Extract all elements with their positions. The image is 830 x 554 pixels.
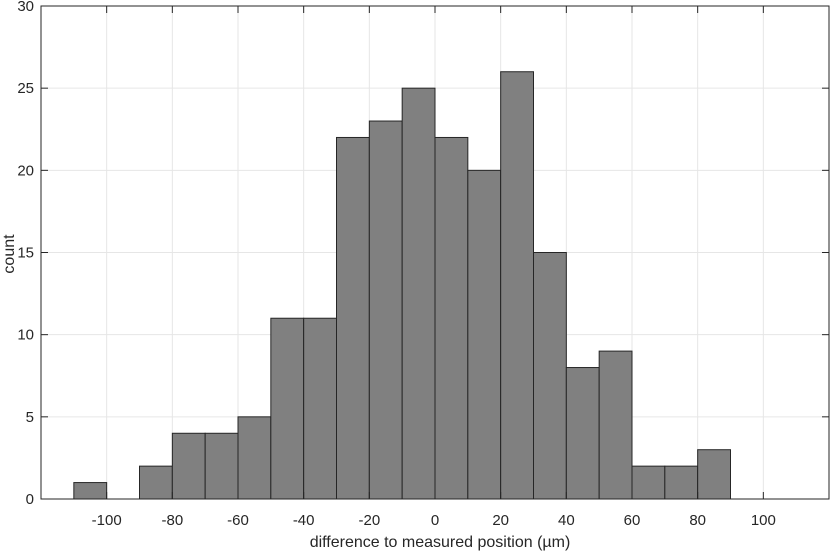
x-tick-label: -20	[358, 512, 380, 529]
y-tick-label: 5	[26, 409, 34, 426]
x-tick-label: -80	[161, 512, 183, 529]
histogram-bar	[401, 87, 436, 500]
histogram-bar	[336, 136, 370, 500]
histogram-bars	[73, 71, 732, 500]
histogram-bar	[434, 136, 469, 500]
x-tick-label: 80	[689, 512, 706, 529]
histogram-bar	[598, 350, 633, 500]
y-tick-label: 15	[17, 245, 34, 262]
histogram-bar	[500, 71, 534, 500]
x-tick-label: -60	[227, 512, 249, 529]
histogram-bar	[139, 465, 173, 500]
y-tick-label: 30	[17, 0, 34, 15]
x-axis-label: difference to measured position (µm)	[310, 534, 571, 551]
x-tick-label: 60	[624, 512, 641, 529]
y-tick-label: 0	[26, 491, 34, 508]
histogram-bar	[467, 169, 502, 500]
x-tick-label: -100	[92, 512, 122, 529]
x-tick-label: 0	[431, 512, 439, 529]
histogram-bar	[303, 317, 337, 500]
x-axis-ticks: -100 -80 -60 -40 -20 0 20 40 60 80 100	[92, 6, 776, 529]
histogram-bar	[270, 317, 305, 500]
histogram-bar	[171, 432, 206, 500]
histogram-bar	[237, 416, 272, 500]
y-tick-label: 25	[17, 80, 34, 97]
histogram-bar	[533, 252, 567, 500]
histogram-bar	[565, 367, 600, 500]
histogram-bar	[204, 432, 239, 500]
y-tick-label: 20	[17, 162, 34, 179]
histogram-bar	[697, 449, 732, 500]
y-axis-ticks: 0 5 10 15 20 25 30	[17, 0, 829, 508]
x-tick-label: 100	[751, 512, 776, 529]
y-tick-label: 10	[17, 327, 34, 344]
histogram-bar	[368, 120, 403, 500]
y-axis-label: count	[1, 234, 18, 274]
histogram-bar	[664, 465, 699, 500]
x-tick-label: 20	[492, 512, 509, 529]
x-tick-label: 40	[558, 512, 575, 529]
histogram-bar	[73, 482, 108, 500]
histogram-bar	[631, 465, 666, 500]
x-tick-label: -40	[293, 512, 315, 529]
